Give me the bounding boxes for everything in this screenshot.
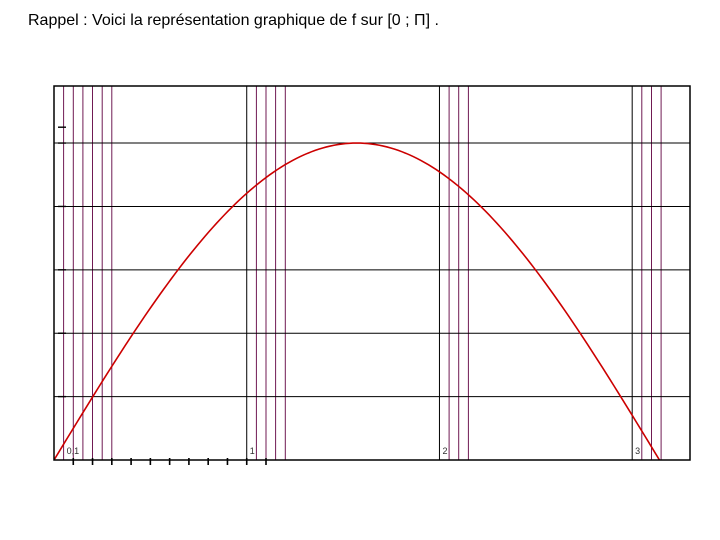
svg-text:2: 2	[442, 446, 447, 456]
function-plot: 0,1 1 2 3	[32, 80, 692, 500]
svg-text:3: 3	[635, 446, 640, 456]
caption-text: Rappel : Voici la représentation graphiq…	[0, 0, 720, 30]
svg-text:0,1: 0,1	[67, 446, 80, 456]
plot-svg: 0,1 1 2 3	[32, 80, 692, 500]
svg-text:1: 1	[250, 446, 255, 456]
